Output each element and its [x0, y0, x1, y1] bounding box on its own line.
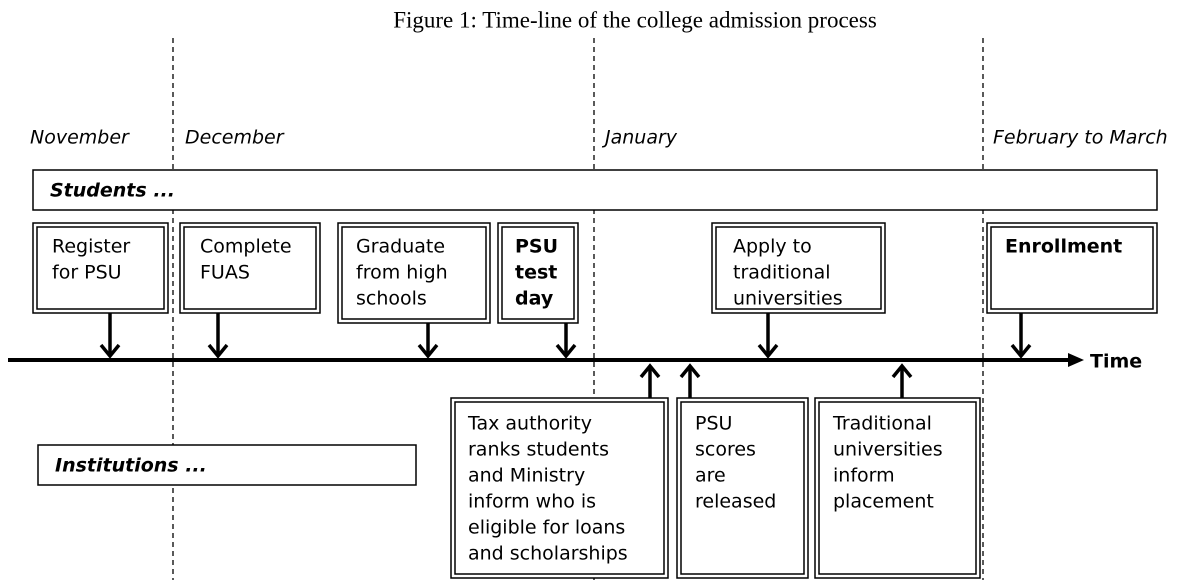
event-text: scores: [695, 439, 756, 461]
event-text: for PSU: [52, 262, 122, 284]
event-text: eligible for loans: [468, 517, 625, 539]
event-box-inner: [341, 226, 487, 320]
time-label: Time: [1090, 351, 1142, 373]
institutions-label: Institutions ...: [55, 455, 207, 477]
arrowhead: [207, 343, 229, 359]
event-text: Apply to: [733, 236, 812, 258]
arrowhead: [679, 363, 701, 379]
institutions-bar: [37, 444, 417, 486]
event-box-inner: [990, 226, 1154, 310]
event-text: universities: [733, 288, 843, 310]
event-box-inner: [818, 401, 977, 575]
event-text: universities: [833, 439, 943, 461]
event-text: and Ministry: [468, 465, 585, 487]
month: February to March: [993, 127, 1168, 149]
event-text: and scholarships: [468, 543, 628, 565]
event-text: Graduate: [356, 236, 445, 258]
arrowhead: [757, 343, 779, 359]
students-label: Students ...: [50, 180, 175, 202]
event-text: Register: [52, 236, 130, 258]
event-text: test: [515, 262, 557, 284]
event-text: schools: [356, 288, 427, 310]
event-text: inform who is: [468, 491, 596, 513]
event-box-inner: [183, 226, 317, 310]
arrowhead: [99, 343, 121, 359]
arrowhead: [891, 363, 913, 379]
month: November: [30, 127, 130, 149]
event-text: ranks students: [468, 439, 609, 461]
event-text: day: [515, 288, 554, 310]
arrowhead: [555, 343, 577, 359]
event-text: PSU: [695, 413, 732, 435]
event-text: FUAS: [200, 262, 250, 284]
arrowhead: [417, 343, 439, 359]
students-bar: [32, 169, 1158, 211]
event-text: PSU: [515, 236, 558, 258]
event-box-inner: [501, 226, 575, 320]
event-text: are: [695, 465, 726, 487]
event-box-inner: [715, 226, 882, 310]
event-text: Traditional: [832, 413, 932, 435]
arrowhead: [639, 363, 661, 379]
event-text: inform: [833, 465, 895, 487]
time-arrowhead: [1068, 353, 1084, 367]
event-text: placement: [833, 491, 934, 513]
event-text: Enrollment: [1005, 236, 1122, 258]
event-text: traditional: [733, 262, 831, 284]
title: Figure 1: Time-line of the college admis…: [393, 7, 877, 32]
month: December: [185, 127, 285, 149]
arrowhead: [1010, 343, 1032, 359]
event-text: released: [695, 491, 776, 513]
month: January: [601, 127, 678, 149]
event-text: from high: [356, 262, 448, 284]
event-text: Complete: [200, 236, 292, 258]
event-box-inner: [36, 226, 165, 310]
event-text: Tax authority: [467, 413, 592, 435]
event-box-inner: [680, 401, 805, 575]
event-box-inner: [454, 401, 665, 575]
